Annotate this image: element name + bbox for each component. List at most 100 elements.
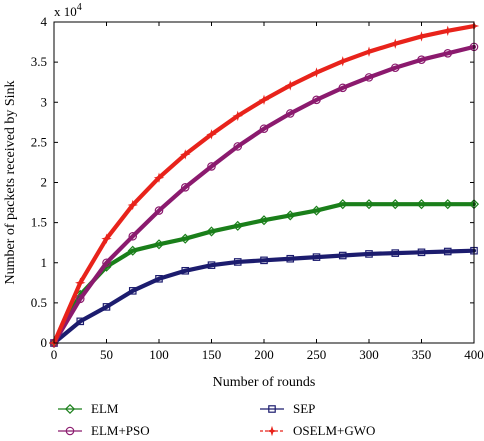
data-point: [232, 220, 243, 231]
data-point: [311, 67, 322, 78]
y-tick-label: 1: [41, 255, 48, 270]
data-point: [417, 248, 426, 257]
data-point: [127, 199, 138, 211]
y-axis-multiplier: x 104: [54, 2, 82, 19]
data-point: [258, 94, 270, 106]
data-point: [364, 73, 374, 82]
data-point: [260, 256, 268, 265]
data-point: [259, 124, 269, 134]
data-point: [338, 83, 348, 93]
data-point: [102, 303, 111, 311]
data-point: [128, 231, 138, 241]
x-tick-label: 100: [149, 347, 169, 362]
data-point: [416, 199, 427, 210]
x-tick-label: 400: [464, 347, 484, 362]
data-point: [338, 251, 347, 260]
legend-marker: [268, 405, 276, 413]
y-tick-label: 2.5: [31, 134, 47, 149]
data-point: [443, 247, 452, 256]
legend-item: ELM+PSO: [58, 423, 150, 438]
data-point: [207, 162, 216, 171]
data-point: [232, 110, 243, 122]
data-point: [258, 215, 270, 226]
data-point: [390, 63, 400, 73]
x-tick-label: 50: [100, 347, 113, 362]
data-point: [180, 233, 191, 244]
data-point: [181, 266, 190, 275]
data-point: [312, 253, 321, 261]
x-tick-label: 300: [359, 347, 379, 362]
data-point: [337, 56, 348, 67]
data-point: [363, 199, 375, 210]
x-tick-label: 150: [202, 347, 222, 362]
y-axis-label: Number of packets received by Sink: [3, 80, 18, 284]
series-line: [51, 44, 477, 346]
data-point: [363, 46, 375, 57]
data-point: [153, 172, 165, 183]
legend-label: OSELM+GWO: [293, 423, 375, 438]
y-tick-label: 1.5: [31, 215, 47, 230]
plot-area: [53, 21, 475, 344]
series-line: [51, 23, 477, 346]
x-tick-label: 350: [412, 347, 432, 362]
legend: ELM SEP ELM+PSO OSELM+GWO: [58, 401, 375, 438]
data-point: [337, 199, 348, 210]
data-point: [154, 206, 164, 215]
data-point: [312, 95, 321, 105]
data-point: [286, 254, 295, 263]
data-point: [155, 275, 163, 283]
data-point: [180, 183, 190, 192]
series-line: [51, 248, 477, 346]
legend-item: OSELM+GWO: [260, 423, 375, 438]
x-tick-label: 200: [254, 347, 274, 362]
data-point: [102, 258, 111, 268]
data-point: [206, 226, 217, 237]
y-tick-label: 3.5: [31, 54, 47, 69]
data-point: [285, 80, 296, 91]
series-oselm-gwo: [48, 20, 480, 349]
data-point: [233, 258, 242, 266]
data-point: [390, 199, 401, 210]
data-point: [127, 245, 138, 256]
x-tick-label: 250: [307, 347, 327, 362]
data-point: [416, 31, 427, 42]
legend-item: ELM: [58, 401, 119, 416]
data-point: [207, 261, 216, 269]
data-point: [442, 199, 453, 210]
data-point: [365, 250, 373, 258]
data-point: [75, 294, 85, 304]
data-point: [417, 55, 426, 65]
series-elm-pso: [49, 42, 479, 348]
y-axis-multiplier-base: x 10: [54, 4, 77, 19]
legend-marker: [266, 425, 278, 437]
series-line: [51, 202, 477, 346]
data-point: [76, 317, 85, 326]
axis-ticks: 0 50 100 150 200 250 300 350 400 0 0.5 1 1.5 2 2.5 3 3.5…: [31, 14, 484, 362]
x-axis-label: Number of rounds: [213, 375, 316, 390]
data-point: [442, 25, 453, 37]
data-point: [75, 277, 86, 289]
data-point: [206, 129, 217, 140]
data-point: [285, 210, 296, 221]
data-point: [233, 142, 243, 151]
data-point: [391, 249, 400, 257]
x-tick-label: 0: [51, 347, 58, 362]
data-point: [128, 287, 137, 295]
legend-marker: [64, 403, 76, 415]
data-point: [153, 239, 165, 250]
series-sep: [50, 246, 478, 347]
data-point: [443, 48, 453, 58]
series-lines: [48, 20, 480, 349]
y-tick-label: 3: [41, 94, 48, 109]
y-tick-label: 4: [41, 14, 48, 29]
series-elm: [48, 199, 480, 349]
legend-label: SEP: [293, 401, 315, 416]
legend-item: SEP: [260, 401, 315, 416]
data-point: [101, 233, 112, 244]
y-tick-label: 2: [41, 175, 48, 190]
data-point: [285, 109, 295, 118]
data-point: [180, 149, 191, 160]
y-tick-label: 0: [41, 335, 48, 350]
y-tick-label: 0.5: [31, 295, 47, 310]
